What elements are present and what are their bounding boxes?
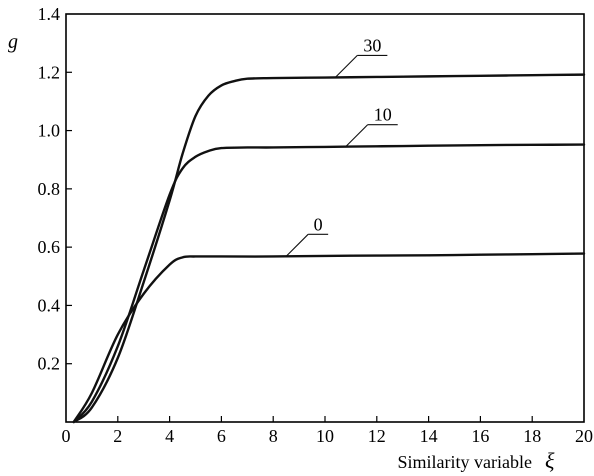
x-tick-label: 2 [113,426,122,446]
x-tick-label: 0 [62,426,71,446]
x-axis-symbol: ξ [545,448,555,473]
x-tick-label: 14 [420,426,438,446]
x-tick-label: 6 [217,426,226,446]
series-leader-0 [285,233,309,257]
y-tick-label: 1.0 [38,121,61,141]
x-tick-label: 8 [269,426,278,446]
series-labels: 0 10 30 [285,35,398,257]
series-line-10 [72,143,586,424]
series-label-0: 0 [314,214,323,234]
x-tick-label: 12 [368,426,386,446]
series-label-30: 30 [363,35,381,55]
series-leader-10 [345,124,369,148]
y-axis-label: g [8,31,18,53]
series-line-30 [72,73,586,424]
series-line-0 [72,252,586,424]
y-tick-label: 1.4 [38,4,61,24]
y-tick-label: 0.4 [38,295,61,315]
x-axis-label: Similarity variable [398,452,532,472]
series-label-10: 10 [374,105,392,125]
x-tick-label: 18 [523,426,541,446]
series-group [72,73,586,424]
x-tick-label: 20 [575,426,593,446]
x-tick-label: 10 [316,426,334,446]
y-tick-label: 0.2 [38,354,61,374]
y-tick-label: 1.2 [38,62,61,82]
x-tick-label: 4 [165,426,174,446]
y-tick-label: 0.8 [38,179,61,199]
x-tick-label: 16 [471,426,489,446]
series-leader-30 [334,55,358,78]
axis-ticks: 0 2 4 6 8 10 12 14 16 18 20 0.2 0.4 0.6 0.8 1.0 1.2 1.4 [38,4,594,446]
y-tick-label: 0.6 [38,237,61,257]
